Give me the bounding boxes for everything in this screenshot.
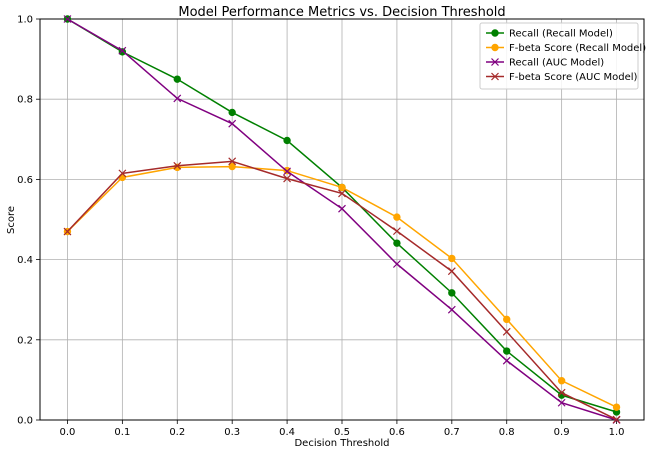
x-tick-label: 0.0 bbox=[60, 427, 76, 438]
x-tick-label: 0.8 bbox=[499, 427, 515, 438]
x-axis: 0.0 0.1 0.2 0.3 0.4 0.5 0.6 0.7 0.8 0.9 1.0 bbox=[60, 420, 625, 438]
data-point bbox=[491, 43, 499, 52]
legend-item: Recall (AUC Model) bbox=[486, 58, 604, 69]
x-tick-label: 1.0 bbox=[609, 427, 625, 438]
data-point bbox=[503, 347, 511, 355]
data-point bbox=[448, 254, 456, 263]
x-tick-label: 0.1 bbox=[114, 427, 130, 438]
data-point bbox=[503, 315, 511, 324]
data-point bbox=[612, 415, 621, 424]
data-point bbox=[502, 356, 511, 365]
data-point bbox=[118, 169, 127, 178]
data-point bbox=[392, 260, 401, 268]
x-tick-label: 0.7 bbox=[444, 427, 460, 438]
data-point bbox=[283, 167, 292, 176]
data-point bbox=[283, 136, 291, 145]
data-point bbox=[612, 403, 621, 411]
series-4 bbox=[63, 157, 621, 424]
data-point bbox=[393, 213, 401, 221]
legend-box bbox=[479, 22, 639, 90]
data-point bbox=[228, 162, 236, 171]
y-tick-label: 0.8 bbox=[17, 95, 33, 106]
x-axis-label: Decision Threshold bbox=[294, 438, 389, 449]
x-tick-label: 0.4 bbox=[279, 427, 295, 438]
y-tick-label: 0.6 bbox=[17, 175, 33, 186]
data-point bbox=[447, 267, 456, 276]
y-tick-label: 0.2 bbox=[17, 335, 33, 346]
data-point bbox=[557, 398, 566, 407]
data-point bbox=[173, 75, 181, 83]
x-tick-label: 0.2 bbox=[169, 427, 185, 438]
y-tick-label: 0.4 bbox=[17, 255, 33, 266]
y-tick-label: 1.0 bbox=[17, 15, 33, 26]
data-point bbox=[338, 183, 346, 192]
y-axis: 0.0 0.2 0.4 0.6 0.8 1.0 bbox=[17, 15, 40, 427]
legend-item: F-beta Score (AUC Model) bbox=[486, 72, 638, 83]
data-point bbox=[173, 161, 182, 170]
data-point bbox=[63, 227, 72, 236]
legend-item: Recall (Recall Model) bbox=[486, 29, 613, 40]
data-point bbox=[557, 377, 566, 385]
data-point bbox=[338, 204, 346, 213]
data-point bbox=[283, 174, 292, 183]
data-point bbox=[173, 94, 182, 103]
x-tick-label: 0.9 bbox=[554, 427, 570, 438]
x-tick-label: 0.3 bbox=[224, 427, 240, 438]
data-point bbox=[491, 29, 499, 37]
x-tick-label: 0.6 bbox=[389, 427, 405, 438]
data-point bbox=[228, 108, 236, 117]
series-layer bbox=[63, 15, 621, 424]
legend-label: F-beta Score (AUC Model) bbox=[509, 72, 638, 83]
data-point bbox=[491, 72, 499, 81]
y-tick-label: 0.0 bbox=[17, 416, 33, 427]
data-point bbox=[448, 289, 456, 297]
series-3 bbox=[63, 15, 621, 424]
y-axis-label: Score bbox=[6, 206, 17, 234]
data-point bbox=[557, 388, 566, 397]
data-point bbox=[447, 305, 456, 314]
data-point bbox=[392, 227, 401, 236]
data-point bbox=[502, 327, 511, 336]
data-point bbox=[491, 58, 499, 66]
data-point bbox=[63, 15, 72, 23]
x-tick-label: 0.5 bbox=[334, 427, 350, 438]
data-point bbox=[228, 157, 237, 166]
legend-item: F-beta Score (Recall Model) bbox=[486, 43, 646, 54]
data-point bbox=[228, 119, 237, 128]
legend: Recall (Recall Model) F-beta Score (Recal… bbox=[479, 22, 646, 90]
data-point bbox=[118, 46, 127, 55]
legend-label: Recall (AUC Model) bbox=[509, 58, 604, 69]
data-point bbox=[338, 189, 346, 198]
data-point bbox=[393, 239, 401, 247]
legend-label: Recall (Recall Model) bbox=[509, 29, 613, 40]
chart-title: Model Performance Metrics vs. Decision T… bbox=[178, 5, 505, 20]
legend-label: F-beta Score (Recall Model) bbox=[509, 43, 646, 54]
